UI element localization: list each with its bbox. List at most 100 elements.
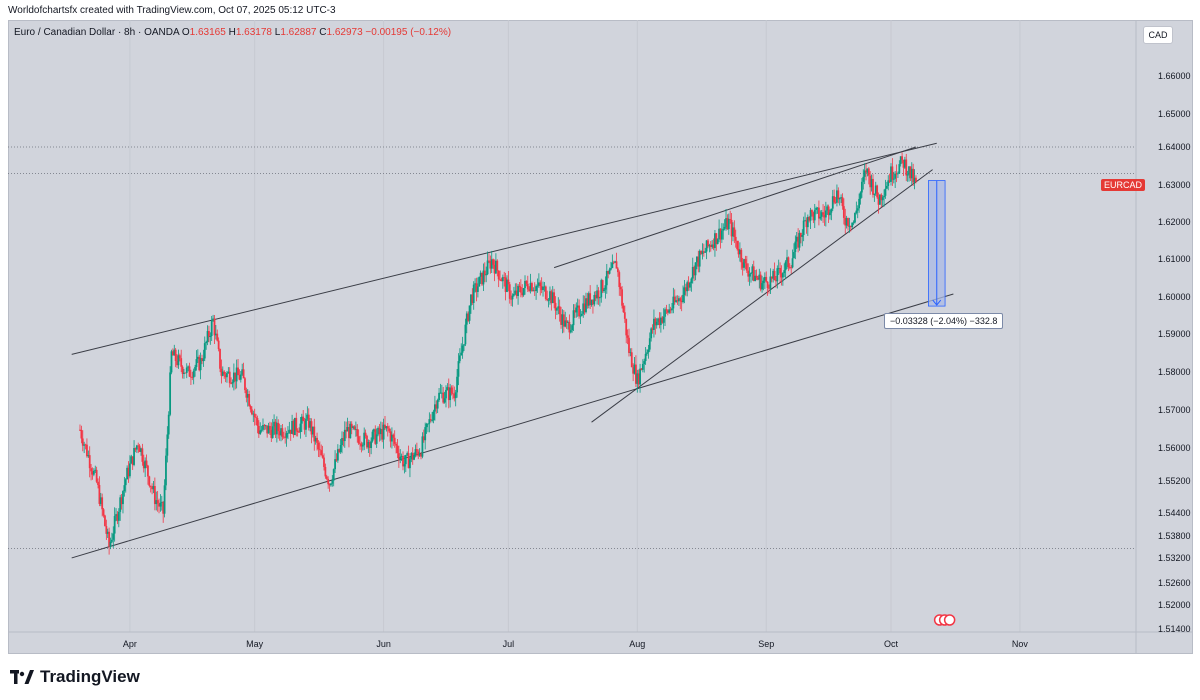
candle-body [264, 425, 267, 427]
candle-body [779, 267, 781, 274]
candle-body [396, 445, 399, 454]
tradingview-logo[interactable]: TradingView [10, 667, 140, 687]
symbol-name: Euro / Canadian Dollar · 8h · OANDA [14, 27, 180, 38]
candle-body [210, 320, 213, 337]
time-tick-label: Nov [1012, 639, 1029, 649]
candle-body [506, 279, 508, 292]
candle-body [783, 270, 786, 274]
trendline-wedge-lower [591, 169, 933, 423]
candle-body [120, 497, 123, 505]
candle-body [217, 340, 220, 350]
candle-body [476, 286, 479, 292]
candle-body [494, 260, 497, 274]
candle-body [677, 298, 680, 302]
candle-body [152, 486, 155, 490]
candle-body [126, 467, 129, 480]
candle-body [600, 280, 603, 298]
candle-body [472, 284, 475, 303]
candle-body [809, 210, 812, 221]
candle-body [679, 298, 682, 301]
candle-body [135, 445, 138, 450]
candle-body [757, 277, 759, 280]
candle-body [306, 414, 309, 419]
candle-body [245, 390, 248, 398]
candle-body [682, 294, 684, 303]
candle-body [219, 349, 221, 369]
candle-body [633, 364, 636, 374]
candle-body [870, 178, 873, 188]
candle-body [177, 355, 180, 366]
candle-body [191, 377, 194, 378]
candle-body [650, 328, 653, 339]
candle-body [605, 270, 608, 286]
candle-body [173, 349, 176, 356]
candle-body [804, 220, 806, 222]
candle-body [684, 287, 687, 292]
price-tick-label: 1.60000 [1158, 292, 1191, 302]
candle-body [149, 485, 152, 487]
candle-body [94, 469, 97, 471]
candle-body [733, 227, 736, 237]
candle-body [284, 436, 287, 438]
currency-button[interactable]: CAD [1143, 26, 1173, 44]
candle-body [379, 429, 382, 435]
candle-body [672, 296, 675, 309]
price-chart[interactable]: 1.66000 1.65000 1.64000 1.63000 1.62000 1.610… [8, 20, 1193, 654]
candle-body [421, 436, 424, 457]
candle-body [544, 286, 547, 299]
candle-body [454, 392, 457, 399]
candle-body [898, 164, 901, 174]
candle-body [255, 417, 257, 419]
price-tick-label: 1.64000 [1158, 142, 1191, 152]
candle-body [648, 338, 651, 350]
candle-body [330, 483, 332, 486]
candle-body [249, 405, 252, 410]
candle-body [342, 438, 345, 442]
candle-body [375, 434, 378, 444]
candle-body [802, 220, 805, 236]
candle-body [427, 423, 429, 425]
candle-body [829, 212, 831, 216]
candle-body [610, 268, 612, 270]
candle-body [590, 299, 593, 305]
candle-body [568, 321, 571, 333]
measure-label[interactable]: −0.03328 (−2.04%) −332.8 [884, 313, 1004, 329]
candle-body [127, 467, 130, 477]
candle-body [598, 297, 601, 299]
candle-body [223, 371, 226, 375]
candle-body [183, 372, 185, 374]
candle-body [295, 417, 298, 431]
time-tick-label: Apr [123, 639, 137, 649]
candle-body [352, 426, 355, 428]
candle-body [280, 428, 282, 436]
candle-body [892, 178, 895, 180]
candle-body [453, 393, 456, 399]
candle-body [273, 421, 275, 427]
candle-body [431, 420, 434, 421]
candle-body [356, 429, 359, 437]
candle-body [460, 352, 463, 356]
candle-body [404, 455, 407, 465]
candle-body [124, 479, 127, 486]
candle-body [119, 497, 122, 512]
candle-body [869, 175, 872, 188]
candle-body [915, 177, 917, 182]
price-tick-label: 1.66000 [1158, 71, 1191, 81]
candle-body [343, 429, 346, 442]
candle-body [589, 293, 592, 305]
candle-body [811, 210, 813, 213]
candle-body [130, 456, 133, 464]
candle-body [481, 272, 483, 285]
candle-body [607, 270, 610, 274]
candle-body [863, 170, 866, 177]
price-tick-label: 1.53800 [1158, 531, 1191, 541]
candle-body [535, 286, 538, 292]
candle-body [750, 273, 752, 275]
price-tick-label: 1.57000 [1158, 405, 1191, 415]
candle-body [129, 463, 131, 477]
candle-body [615, 261, 618, 269]
candle-body [518, 285, 521, 288]
candle-body [354, 429, 357, 430]
time-tick-label: Sep [758, 639, 774, 649]
candle-body [647, 349, 650, 353]
